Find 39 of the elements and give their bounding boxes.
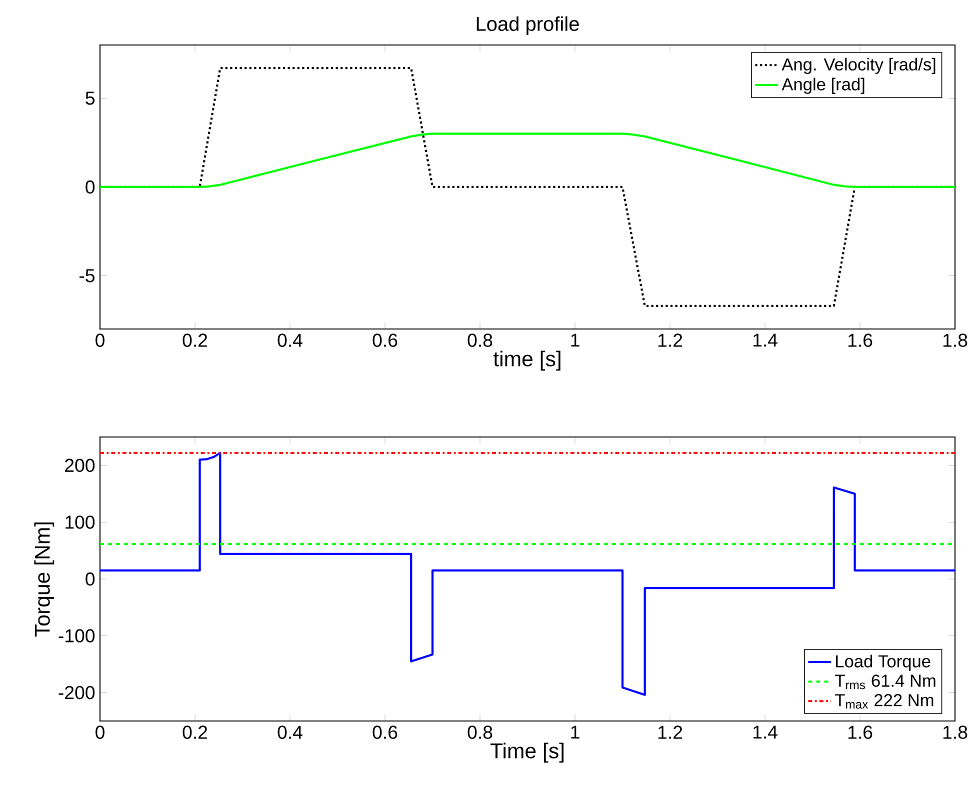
- chart-title: Load profile: [476, 16, 579, 35]
- x-tick-label: 1: [571, 726, 580, 739]
- legend-label: Load Torque: [836, 654, 930, 671]
- x-tick-label: 1.6: [848, 334, 872, 347]
- x-tick-label: 1.4: [753, 334, 778, 347]
- x-tick-label: 1: [571, 334, 580, 347]
- y-tick-label: 5: [86, 92, 95, 105]
- x-tick-label: 0.2: [182, 334, 208, 347]
- x-tick-label: 1.8: [943, 334, 968, 347]
- y-tick-label: -5: [80, 269, 95, 282]
- x-tick-label: 0.2: [182, 726, 208, 739]
- y-tick-label: -100: [58, 629, 95, 642]
- x-tick-label: 1.8: [943, 726, 968, 739]
- x-tick-label: 0.6: [372, 726, 398, 739]
- x-tick-label: 1.6: [848, 726, 872, 739]
- x-tick-label: 0.6: [372, 334, 398, 347]
- x-tick-label: 0: [96, 334, 104, 347]
- y-tick-label: 0: [86, 180, 95, 194]
- x-tick-label: 0: [96, 726, 104, 739]
- x-tick-label: 0.4: [278, 334, 302, 347]
- y-tick-label: -200: [58, 686, 95, 700]
- x-tick-label: 0.4: [278, 726, 302, 739]
- x-axis-title: time [s]: [493, 350, 560, 371]
- legend-label: T$_{rms}$ 61.4 Nm: [835, 674, 936, 690]
- x-tick-label: 0.8: [468, 726, 492, 739]
- x-axis-title: Time [s]: [490, 742, 564, 763]
- y-tick-label: 0: [86, 572, 95, 586]
- line-series: [100, 132, 956, 188]
- legend-label: Angle [rad]: [782, 78, 864, 94]
- line-series: [100, 452, 956, 696]
- x-tick-label: 0.8: [468, 334, 492, 347]
- y-tick-label: 200: [65, 458, 95, 472]
- x-tick-label: 1.2: [658, 726, 682, 739]
- x-tick-label: 1.4: [753, 726, 778, 739]
- y-axis-title: Torque [Nm]: [34, 522, 54, 637]
- y-tick-label: 100: [66, 516, 95, 529]
- legend-label: Ang. Velocity [rad/s]: [782, 58, 936, 74]
- legend-label: T$_{max}$ 222 Nm: [835, 694, 934, 709]
- x-tick-label: 1.2: [658, 334, 682, 347]
